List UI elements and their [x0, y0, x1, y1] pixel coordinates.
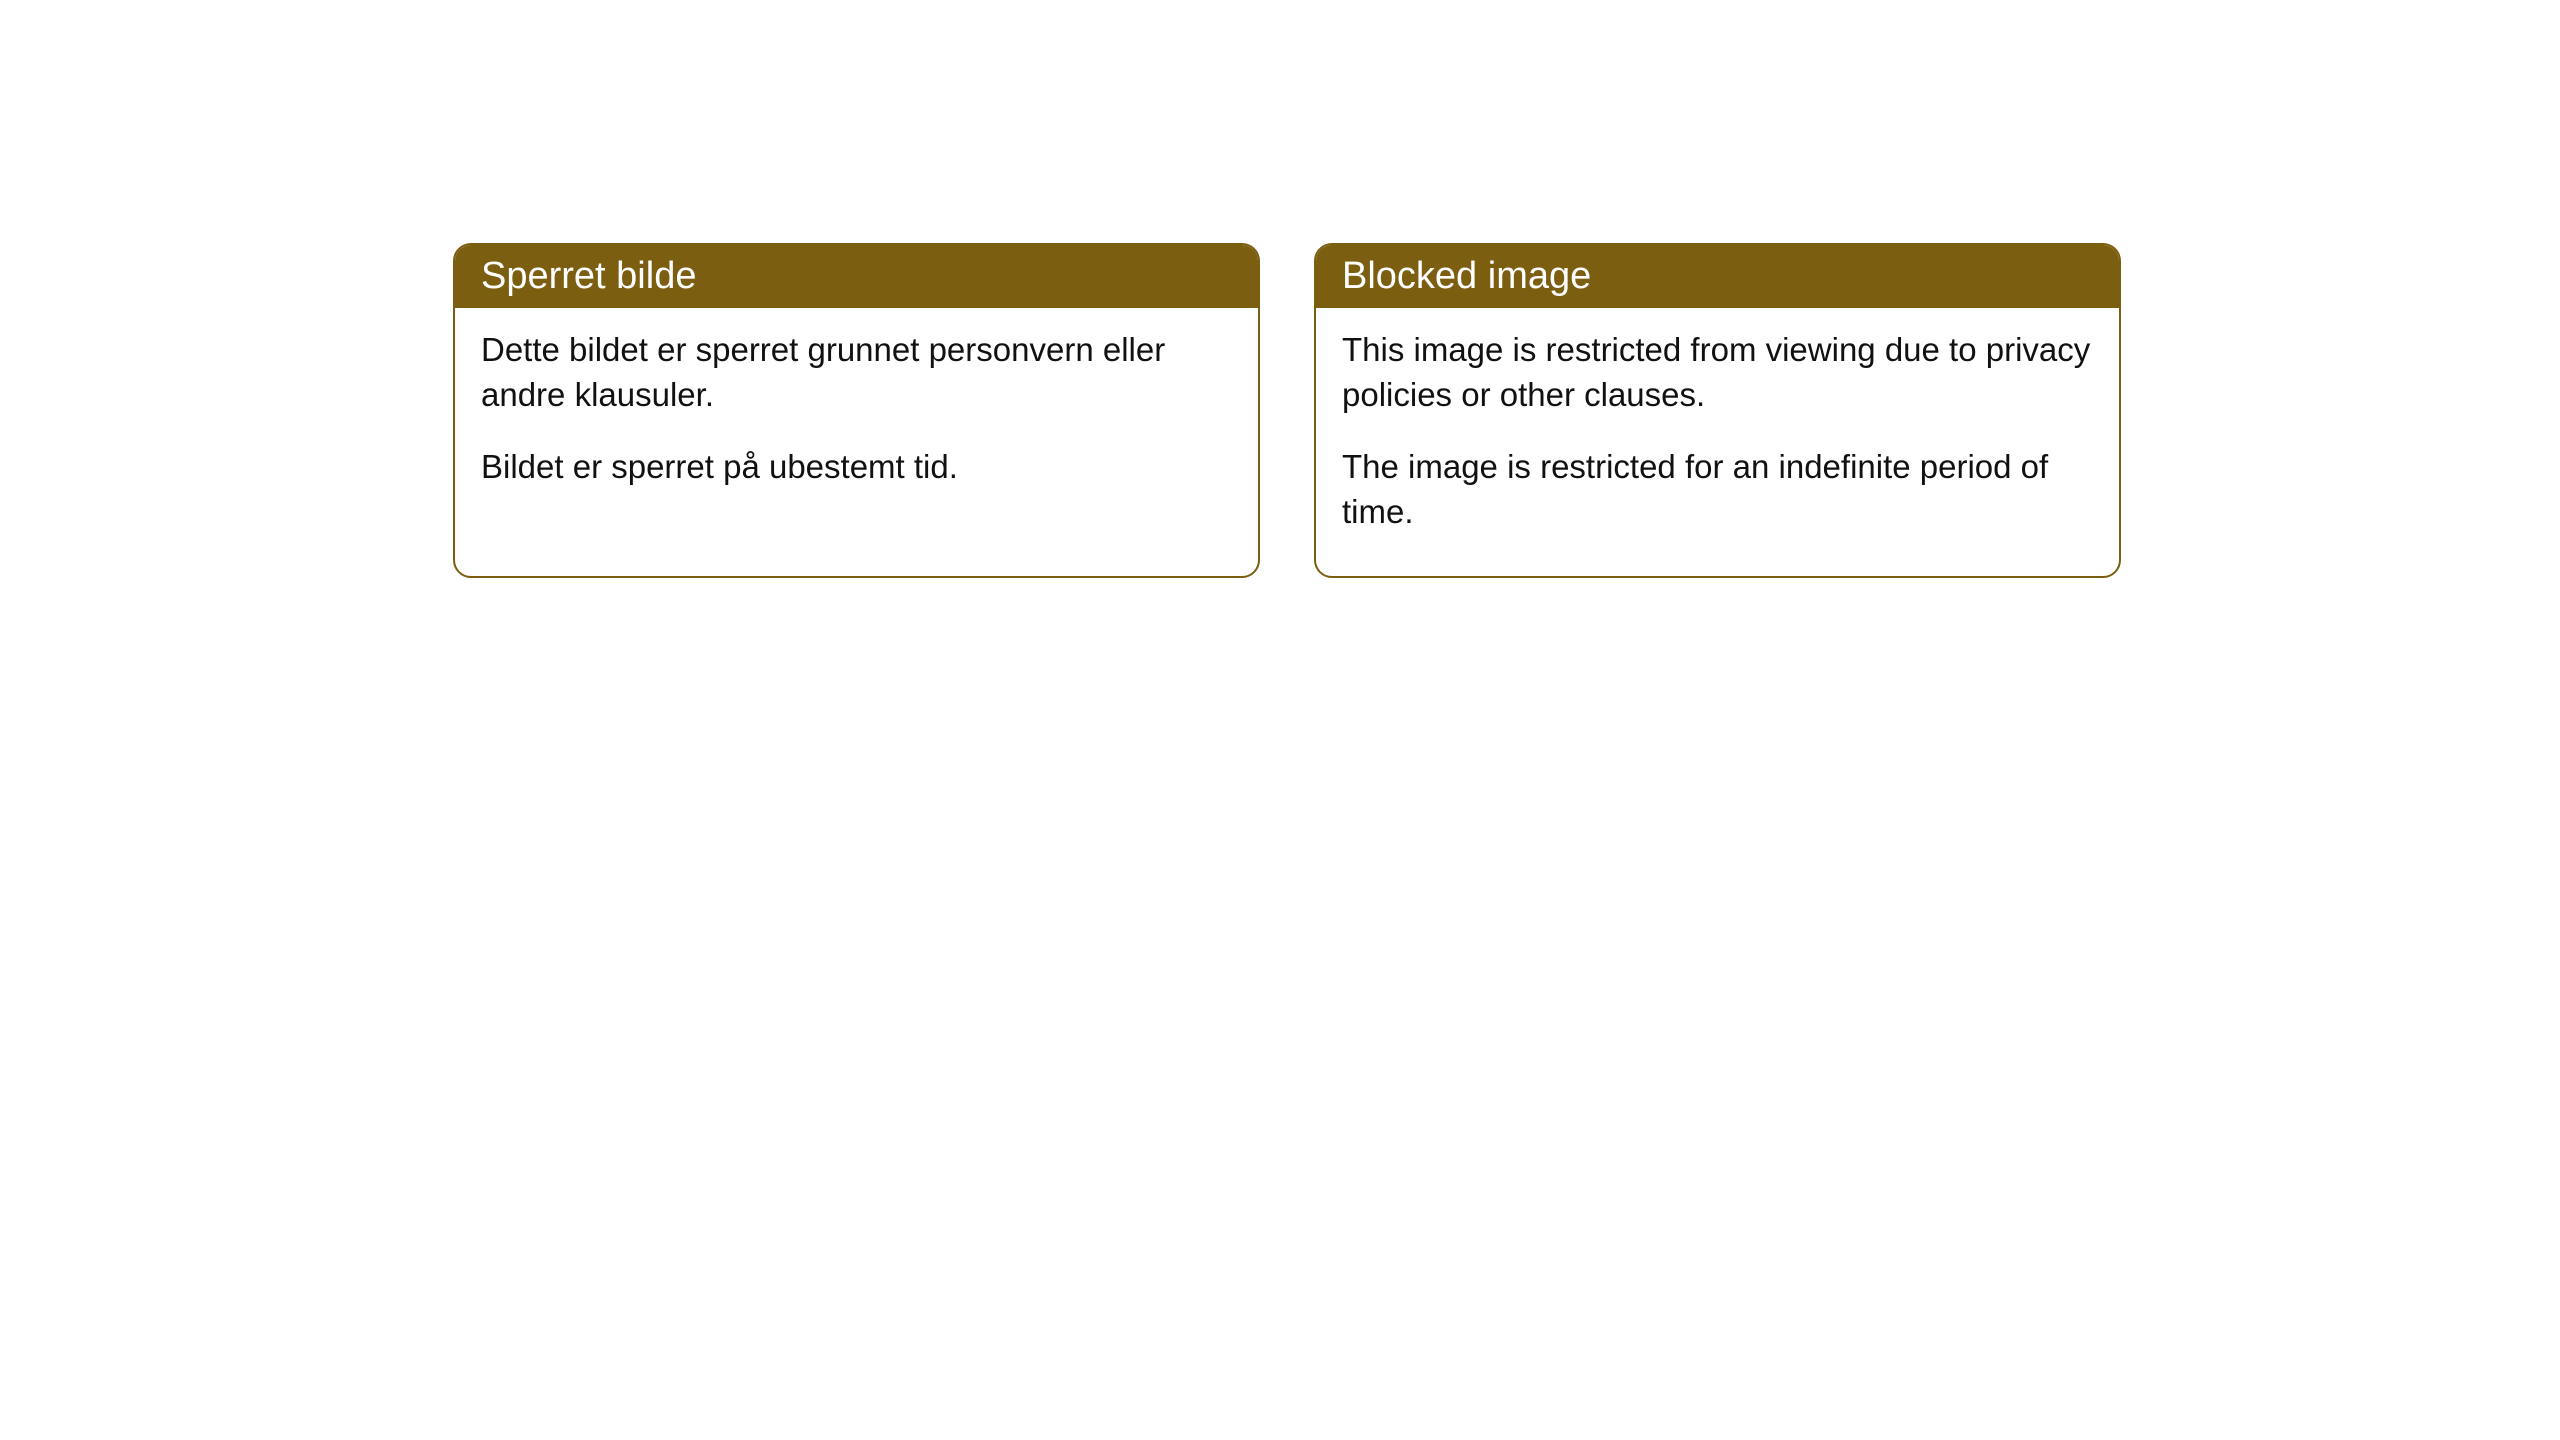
notice-card-norwegian: Sperret bilde Dette bildet er sperret gr…: [453, 243, 1260, 578]
card-header: Blocked image: [1316, 245, 2119, 308]
card-paragraph-1: Dette bildet er sperret grunnet personve…: [481, 328, 1232, 417]
card-paragraph-2: Bildet er sperret på ubestemt tid.: [481, 445, 1232, 490]
card-header: Sperret bilde: [455, 245, 1258, 308]
card-title: Blocked image: [1342, 255, 1591, 297]
card-paragraph-2: The image is restricted for an indefinit…: [1342, 445, 2093, 534]
notice-container: Sperret bilde Dette bildet er sperret gr…: [453, 243, 2121, 578]
card-body: This image is restricted from viewing du…: [1316, 308, 2119, 576]
card-title: Sperret bilde: [481, 255, 696, 297]
card-paragraph-1: This image is restricted from viewing du…: [1342, 328, 2093, 417]
notice-card-english: Blocked image This image is restricted f…: [1314, 243, 2121, 578]
card-body: Dette bildet er sperret grunnet personve…: [455, 308, 1258, 532]
